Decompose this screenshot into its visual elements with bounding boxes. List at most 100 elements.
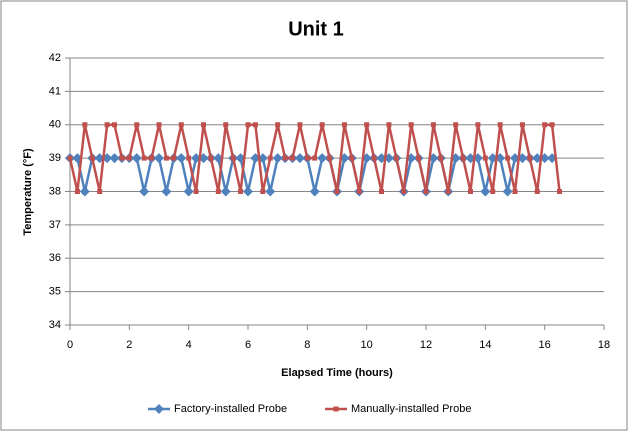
data-point — [527, 155, 533, 161]
data-point — [223, 122, 229, 128]
data-point — [272, 153, 283, 164]
data-point — [131, 153, 142, 164]
data-point — [490, 189, 496, 194]
data-point — [371, 155, 377, 161]
x-tick-label: 10 — [361, 339, 373, 351]
data-point — [161, 186, 172, 197]
data-point — [327, 155, 333, 161]
y-tick-label: 36 — [49, 252, 61, 264]
data-point — [317, 153, 328, 164]
x-tick-label: 6 — [245, 339, 251, 351]
data-point — [364, 122, 370, 128]
data-point — [502, 186, 513, 197]
data-point — [141, 155, 147, 161]
x-tick-label: 4 — [186, 339, 192, 351]
data-point — [260, 189, 266, 194]
data-point — [453, 122, 459, 128]
data-point — [393, 155, 399, 161]
x-axis-title: Elapsed Time (hours) — [281, 367, 393, 379]
legend-label: Manually-installed Probe — [351, 403, 471, 415]
data-point — [408, 122, 414, 128]
data-point — [238, 189, 244, 194]
data-point — [312, 155, 318, 161]
data-point — [163, 155, 169, 161]
data-point — [139, 186, 150, 197]
data-point — [549, 122, 555, 128]
data-point — [460, 155, 466, 161]
data-point — [149, 155, 155, 161]
x-tick-label: 8 — [304, 339, 310, 351]
y-tick-label: 40 — [49, 119, 61, 131]
data-point — [386, 122, 392, 128]
data-point — [497, 122, 503, 128]
x-tick-label: 2 — [126, 339, 132, 351]
data-point — [468, 189, 473, 194]
data-point — [401, 189, 407, 194]
data-point — [74, 189, 80, 194]
data-point — [267, 155, 273, 161]
x-tick-label: 14 — [479, 339, 491, 351]
y-tick-label: 35 — [49, 286, 61, 298]
data-point — [290, 155, 295, 161]
data-point — [252, 122, 258, 128]
data-point — [201, 122, 206, 128]
data-point — [208, 155, 214, 161]
data-point — [505, 155, 511, 161]
data-point — [445, 189, 451, 194]
data-point — [67, 155, 73, 161]
y-tick-label: 39 — [49, 152, 61, 164]
data-point — [176, 153, 187, 164]
data-point — [186, 155, 192, 161]
data-point — [245, 122, 251, 128]
data-point — [220, 186, 231, 197]
y-tick-label: 41 — [49, 85, 61, 97]
data-point — [89, 155, 95, 161]
data-point — [319, 122, 325, 128]
data-point — [334, 189, 340, 194]
data-point — [156, 122, 162, 128]
data-point — [82, 122, 88, 128]
data-point — [230, 155, 236, 161]
data-point — [112, 122, 117, 128]
data-point — [215, 189, 221, 194]
data-point — [379, 189, 384, 194]
data-point — [519, 122, 525, 128]
legend-marker — [333, 406, 339, 412]
data-point — [171, 155, 177, 161]
y-tick-label: 37 — [49, 219, 61, 231]
x-tick-label: 18 — [598, 339, 610, 351]
legend-marker — [154, 404, 164, 414]
data-point — [309, 186, 320, 197]
data-point — [423, 189, 429, 194]
data-point — [154, 153, 164, 164]
data-point — [178, 122, 184, 128]
data-point — [97, 189, 103, 194]
data-point — [183, 186, 194, 197]
data-point — [438, 155, 444, 161]
data-point — [109, 153, 120, 164]
data-point — [430, 122, 436, 128]
data-point — [104, 122, 110, 128]
x-tick-label: 16 — [539, 339, 551, 351]
chart-title: Unit 1 — [288, 18, 344, 40]
data-point — [480, 186, 491, 197]
y-axis-title: Temperature (°F) — [22, 148, 34, 236]
data-point — [265, 186, 276, 197]
x-tick-label: 0 — [67, 339, 73, 351]
y-tick-label: 42 — [49, 52, 61, 64]
data-point — [341, 122, 347, 128]
data-point — [416, 155, 422, 161]
y-tick-label: 34 — [49, 319, 61, 331]
data-point — [534, 189, 540, 194]
data-point — [294, 153, 305, 164]
data-point — [275, 122, 281, 128]
data-point — [282, 155, 288, 161]
data-point — [243, 186, 253, 197]
data-point — [304, 155, 310, 161]
data-point — [134, 122, 140, 128]
data-point — [542, 122, 548, 128]
data-point — [512, 189, 518, 194]
x-tick-label: 12 — [420, 339, 432, 351]
data-point — [356, 189, 362, 194]
